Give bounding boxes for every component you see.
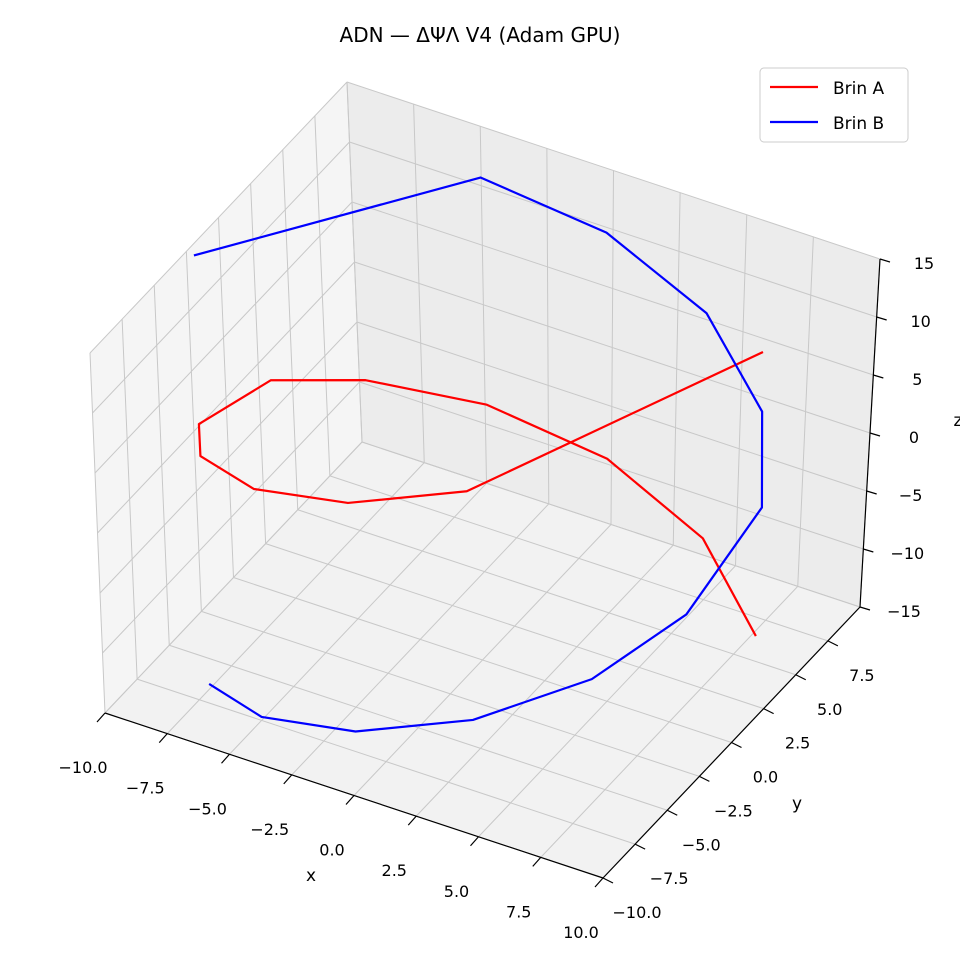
x-tick [532, 856, 542, 867]
gridline-z-left [97, 261, 355, 534]
z-tick [876, 316, 887, 321]
y-tick [795, 674, 807, 681]
gridline-y-floor [169, 644, 668, 811]
x-tick [158, 733, 168, 744]
gridline-z-back [354, 261, 871, 434]
y-tick-label: 7.5 [849, 666, 874, 685]
x-axis-label: x [306, 866, 316, 886]
z-tick [863, 548, 874, 553]
x-tick [283, 774, 293, 785]
z-axis-label: z [954, 411, 960, 431]
gridline-z-back [346, 81, 881, 260]
z-tick-label: 5 [912, 370, 922, 389]
y-tick [827, 640, 839, 647]
gridline-z-left [102, 381, 360, 654]
z-tick-label: −10 [890, 544, 924, 563]
gridline-z-back [349, 141, 877, 318]
y-tick [699, 775, 710, 782]
gridline-y-floor [233, 577, 732, 743]
x-tick [345, 795, 355, 805]
y-tick [731, 741, 742, 749]
x-tick-label: 0.0 [319, 841, 344, 860]
gridline-z-back [356, 321, 867, 492]
z-tick [869, 432, 881, 437]
x-tick-label: −2.5 [250, 820, 289, 839]
legend-label-brin-b: Brin B [833, 114, 884, 134]
series-line-brin-b [193, 176, 764, 733]
y-tick [602, 877, 614, 884]
z-tick-label: 0 [909, 428, 919, 447]
y-tick-label: 5.0 [817, 700, 842, 719]
y-tick-label: −2.5 [714, 801, 753, 820]
gridline-z-back [359, 381, 864, 550]
axes: −10.0−7.5−5.0−2.50.02.55.07.510.0−10.0−7… [58, 254, 934, 942]
z-tick [873, 374, 884, 379]
back-pane [347, 82, 880, 607]
chart-title: ADN — ΔΨΛ V4 (Adam GPU) [340, 23, 621, 47]
x-tick [594, 877, 604, 888]
x-tick-label: 5.0 [444, 882, 469, 901]
z-tick-label: −15 [887, 602, 921, 621]
x-tick [221, 753, 230, 764]
series-line-brin-a [197, 351, 764, 637]
x-tick [407, 815, 417, 826]
y-tick-label: −5.0 [682, 835, 721, 854]
z-tick-label: −5 [899, 486, 923, 505]
x-tick-label: −10.0 [58, 758, 107, 777]
gridline-y-floor [201, 610, 700, 777]
y-tick-label: −10.0 [612, 903, 661, 922]
series-lines [193, 176, 764, 733]
gridline-z-back [361, 441, 861, 608]
legend-label-brin-a: Brin A [833, 79, 885, 99]
x-tick-label: 10.0 [563, 923, 599, 942]
x-tick-label: −7.5 [126, 779, 165, 798]
y-tick-label: 2.5 [785, 734, 810, 753]
y-axis-label: y [792, 794, 802, 814]
gridline-y-floor [136, 678, 636, 845]
z-tick [879, 258, 891, 263]
gridline-z-left [104, 441, 363, 714]
gridline-z-left [89, 81, 348, 354]
x-tick-label: 2.5 [382, 861, 407, 880]
y-tick-label: 0.0 [753, 768, 778, 787]
legend: Brin A Brin B [759, 67, 909, 143]
x-tick [470, 836, 479, 847]
z-tick [866, 490, 877, 495]
gridline-z-left [92, 141, 350, 414]
z-tick-label: 10 [910, 312, 930, 331]
y-tick [763, 708, 774, 715]
gridline-y-floor [329, 475, 829, 642]
x-tick [96, 712, 106, 723]
y-tick [634, 843, 646, 850]
y-tick-label: −7.5 [650, 869, 689, 888]
z-tick-label: 15 [914, 254, 934, 273]
y-tick [666, 809, 678, 816]
gridline-z-left [94, 201, 353, 474]
x-tick-label: −5.0 [188, 799, 227, 818]
gridline-z-left [99, 321, 358, 594]
x-tick-label: 7.5 [506, 902, 531, 921]
gridline-z-back [351, 201, 874, 376]
gridline-y-floor [265, 543, 764, 710]
z-tick [859, 606, 871, 611]
gridline-y-floor [297, 509, 796, 676]
